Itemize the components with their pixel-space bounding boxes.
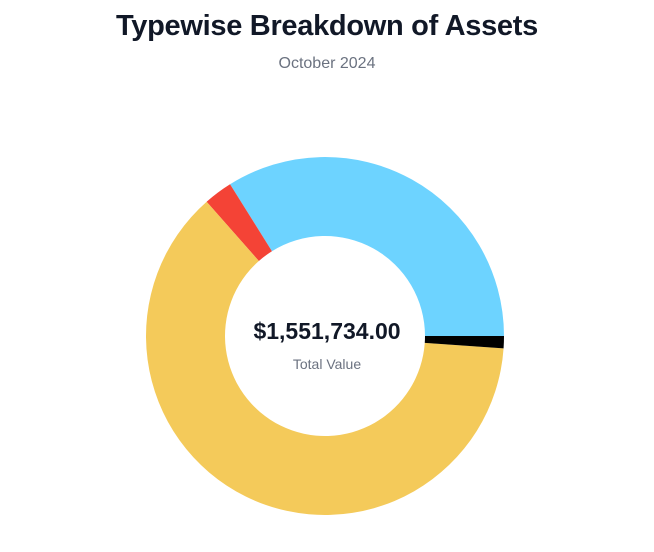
donut-slice-1[interactable]	[230, 157, 504, 336]
total-value-label: Total Value	[292, 356, 362, 372]
donut-slice-4[interactable]	[424, 336, 504, 349]
donut-slice-3[interactable]	[145, 201, 504, 516]
chart-subtitle: October 2024	[278, 55, 376, 72]
donut-slice-2[interactable]	[206, 184, 272, 261]
total-value: $1,551,734.00	[253, 318, 401, 344]
chart-title: Typewise Breakdown of Assets	[116, 10, 538, 42]
